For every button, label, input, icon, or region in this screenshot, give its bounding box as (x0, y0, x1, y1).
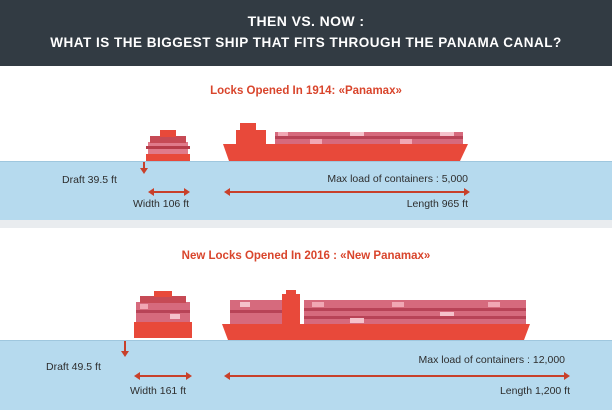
new-panamax-width-label: Width 161 ft (130, 385, 187, 397)
panamax-max-load-label: Max load of containers : 5,000 (327, 173, 468, 185)
panamax-length-arrow (224, 187, 470, 197)
new-panamax-side-view-ship (222, 290, 530, 340)
panamax-draft-label: Draft 39.5 ft (62, 174, 117, 186)
new-panamax-length-arrow (224, 371, 570, 381)
header-title-line1: THEN VS. NOW : (247, 13, 365, 29)
new-panamax-draft-arrow (121, 341, 129, 357)
new-panamax-max-load-label: Max load of containers : 12,000 (418, 354, 565, 366)
header-banner: THEN VS. NOW : WHAT IS THE BIGGEST SHIP … (0, 0, 612, 66)
panamax-ships-illustration (0, 123, 612, 220)
panamax-panel: Locks Opened In 1914: «Panamax» Draft (0, 66, 612, 220)
new-panamax-front-view-ship (134, 291, 192, 338)
panamax-front-view-ship (146, 130, 190, 166)
panamax-side-view-ship (223, 123, 468, 161)
new-panamax-ships-illustration (0, 290, 612, 410)
new-panamax-panel: New Locks Opened In 2016 : «New Panamax» (0, 228, 612, 410)
header-title-line2: WHAT IS THE BIGGEST SHIP THAT FITS THROU… (50, 35, 562, 50)
panamax-draft-arrow (140, 162, 148, 174)
new-panamax-length-label: Length 1,200 ft (499, 385, 570, 397)
new-panamax-width-arrow (134, 371, 192, 381)
panamax-length-label: Length 965 ft (406, 198, 468, 210)
section-divider (0, 220, 612, 228)
new-panamax-draft-label: Draft 49.5 ft (46, 361, 101, 373)
panamax-width-arrow (148, 187, 190, 197)
new-panamax-title: New Locks Opened In 2016 : «New Panamax» (181, 250, 431, 262)
panamax-title: Locks Opened In 1914: «Panamax» (210, 85, 402, 97)
panamax-width-label: Width 106 ft (133, 198, 190, 210)
